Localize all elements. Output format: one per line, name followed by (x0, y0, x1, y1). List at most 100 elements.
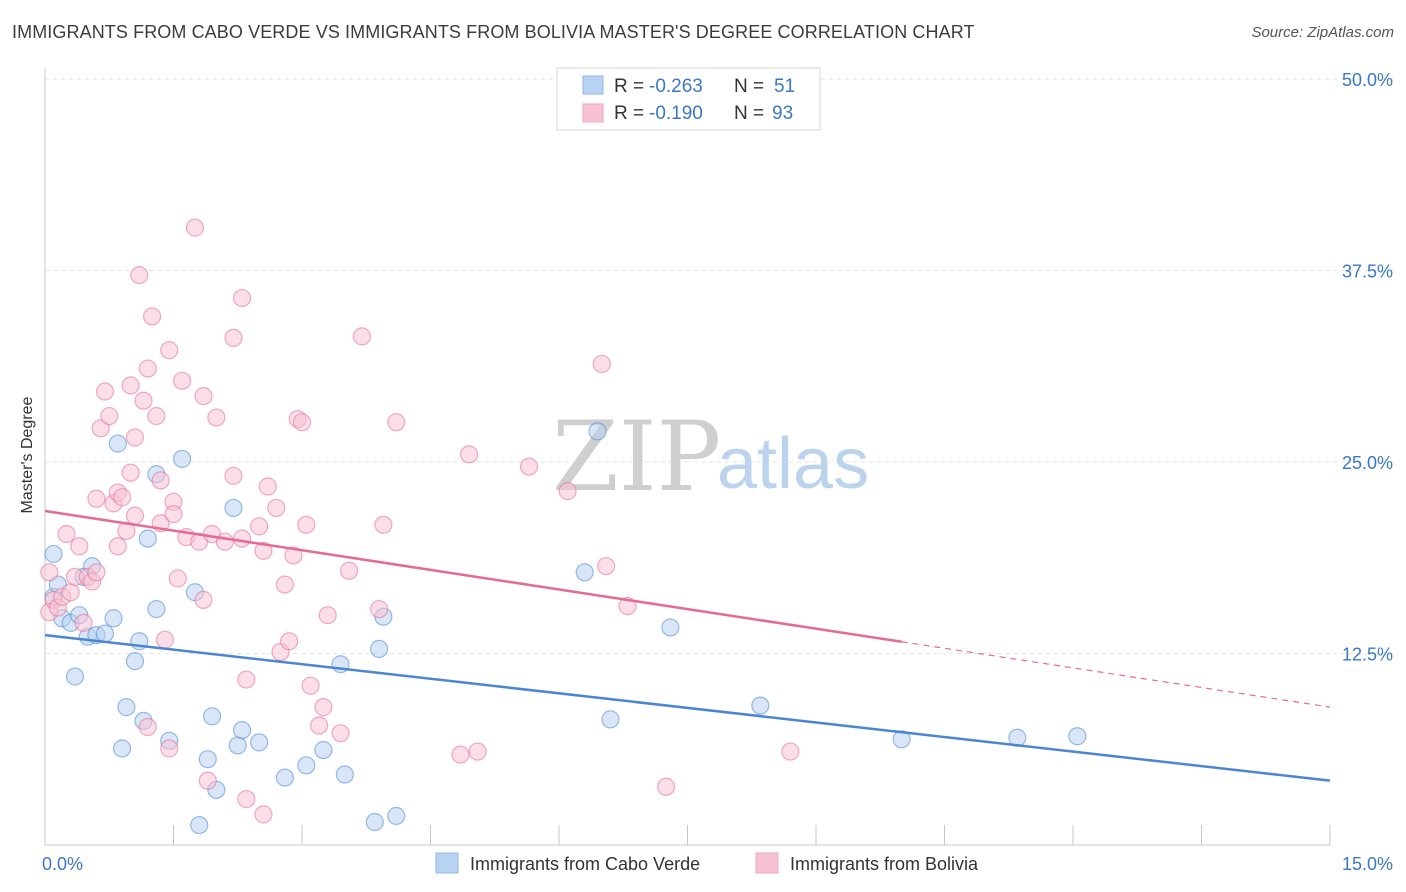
watermark: ZIP atlas (552, 401, 869, 513)
point-cabo-verde (365, 812, 384, 832)
x-tick-label: 0.0% (42, 854, 83, 874)
point-bolivia (138, 717, 157, 737)
point-cabo-verde (387, 806, 406, 825)
point-bolivia (215, 532, 234, 551)
point-bolivia (292, 413, 312, 432)
point-bolivia (112, 488, 132, 507)
point-cabo-verde (297, 756, 316, 775)
y-tick-label: 25.0% (1342, 453, 1393, 473)
point-bolivia (558, 482, 577, 501)
point-cabo-verde (575, 563, 594, 582)
trend-line-extension-bolivia (901, 641, 1331, 708)
point-bolivia (237, 789, 256, 809)
legend-r-value: -0.263 (649, 76, 703, 97)
y-tick-label: 37.5% (1342, 262, 1393, 282)
point-cabo-verde (65, 667, 85, 686)
point-cabo-verde (232, 720, 252, 740)
point-bolivia (451, 745, 470, 764)
point-bolivia (172, 371, 192, 390)
x-tick-label: 15.0% (1342, 854, 1393, 874)
legend-r-value: -0.190 (649, 103, 703, 124)
point-bolivia (284, 546, 303, 565)
point-cabo-verde (190, 815, 209, 835)
point-bolivia (656, 777, 676, 796)
point-bolivia (352, 327, 372, 346)
legend-n-label: N = (734, 103, 764, 124)
point-bolivia (519, 457, 539, 476)
y-tick-label: 50.0% (1342, 70, 1393, 90)
point-cabo-verde (112, 739, 132, 758)
point-bolivia (258, 477, 277, 496)
point-bolivia (207, 408, 226, 427)
point-cabo-verde (892, 730, 911, 749)
point-cabo-verde (125, 652, 145, 671)
point-bolivia (459, 445, 479, 464)
point-cabo-verde (147, 599, 166, 619)
point-bolivia (468, 742, 487, 761)
point-bolivia (87, 489, 106, 508)
point-cabo-verde (108, 434, 127, 453)
point-bolivia (185, 218, 205, 237)
point-bolivia (374, 515, 393, 534)
point-bolivia (254, 805, 273, 824)
point-bolivia (250, 517, 269, 536)
point-bolivia (70, 537, 89, 556)
legend-r-label: R = (614, 76, 644, 97)
point-bolivia (592, 354, 611, 374)
point-bolivia (40, 563, 59, 582)
point-bolivia (340, 561, 359, 580)
point-cabo-verde (275, 768, 294, 787)
point-bolivia (224, 328, 243, 348)
legend-n-value: 93 (772, 103, 793, 124)
point-cabo-verde (198, 750, 217, 769)
point-bolivia (331, 724, 350, 743)
watermark-zip: ZIP (552, 401, 721, 513)
point-cabo-verde (661, 618, 680, 637)
y-axis-title: Master's Degree (19, 396, 36, 513)
point-bolivia (297, 515, 316, 534)
point-cabo-verde (751, 696, 770, 715)
point-cabo-verde (104, 609, 123, 628)
grid (45, 78, 1395, 654)
legend-swatch-cabo-verde (582, 75, 604, 95)
data-points (40, 218, 1087, 835)
point-bolivia (597, 557, 616, 576)
point-bolivia (147, 406, 166, 426)
point-bolivia (275, 575, 294, 594)
point-bolivia (280, 632, 299, 651)
legend-n-label: N = (734, 76, 764, 97)
trend-line-cabo-verde (44, 633, 1331, 782)
point-cabo-verde (314, 740, 333, 760)
watermark-atlas: atlas (717, 424, 869, 504)
point-bolivia (370, 599, 389, 619)
point-cabo-verde (202, 707, 222, 726)
point-bolivia (194, 590, 213, 609)
point-bolivia (387, 413, 406, 432)
point-bolivia (138, 359, 157, 378)
point-bolivia (125, 506, 145, 525)
point-cabo-verde (117, 698, 136, 717)
point-cabo-verde (172, 449, 192, 469)
point-bolivia (781, 742, 800, 761)
point-cabo-verde (1068, 727, 1087, 746)
point-bolivia (314, 698, 333, 717)
point-bolivia (142, 307, 162, 326)
point-bolivia (134, 391, 153, 410)
point-cabo-verde (601, 710, 620, 729)
axes (44, 68, 1331, 846)
point-cabo-verde (228, 736, 247, 755)
point-bolivia (168, 569, 187, 588)
point-bolivia (108, 537, 127, 556)
point-bolivia (160, 341, 179, 360)
point-bolivia (318, 606, 337, 625)
trend-line-bolivia (44, 509, 902, 643)
point-cabo-verde (138, 529, 157, 548)
point-bolivia (254, 541, 273, 560)
point-bolivia (87, 563, 106, 582)
point-cabo-verde (224, 498, 243, 518)
y-tick-label: 12.5% (1342, 645, 1393, 665)
bottom-legend: Immigrants from Cabo Verde Immigrants fr… (435, 852, 979, 874)
point-bolivia (267, 498, 286, 518)
point-bolivia (198, 771, 217, 790)
